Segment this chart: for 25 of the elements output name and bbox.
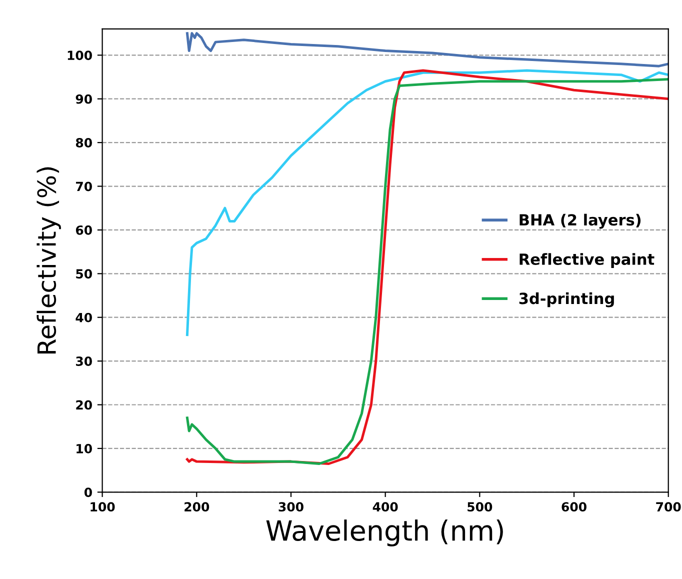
y-tick-label: 90: [76, 94, 92, 104]
y-tick-label: 40: [76, 312, 92, 322]
y-tick-label: 50: [76, 269, 92, 279]
line-series: [186, 69, 668, 336]
x-tick-label: 100: [90, 502, 115, 512]
y-tick-label: 100: [68, 50, 92, 60]
legend-label: BHA (2 layers): [520, 214, 641, 229]
x-tick-label: 700: [656, 502, 681, 512]
y-tick-label: 80: [76, 138, 92, 148]
x-tick-label: 200: [184, 502, 210, 512]
x-tick-label: 600: [562, 502, 586, 512]
x-axis-title: Wavelength (nm): [266, 520, 503, 546]
legend-label: 3d-printing: [519, 292, 614, 308]
x-tick-label: 400: [372, 502, 398, 512]
line-series: [186, 32, 668, 68]
y-tick-label: 60: [76, 225, 92, 235]
legend-label: Reflective paint: [520, 253, 654, 268]
y-tick-label: 30: [76, 356, 92, 366]
x-tick-label: 300: [278, 502, 304, 512]
y-tick-label: 20: [76, 400, 92, 410]
y-tick-label: 70: [76, 182, 92, 192]
y-axis-title: Reflectivity (%): [36, 167, 61, 354]
x-tick-label: 500: [468, 502, 492, 512]
y-tick-label: 10: [76, 444, 92, 454]
y-tick-label: 0: [84, 488, 92, 498]
